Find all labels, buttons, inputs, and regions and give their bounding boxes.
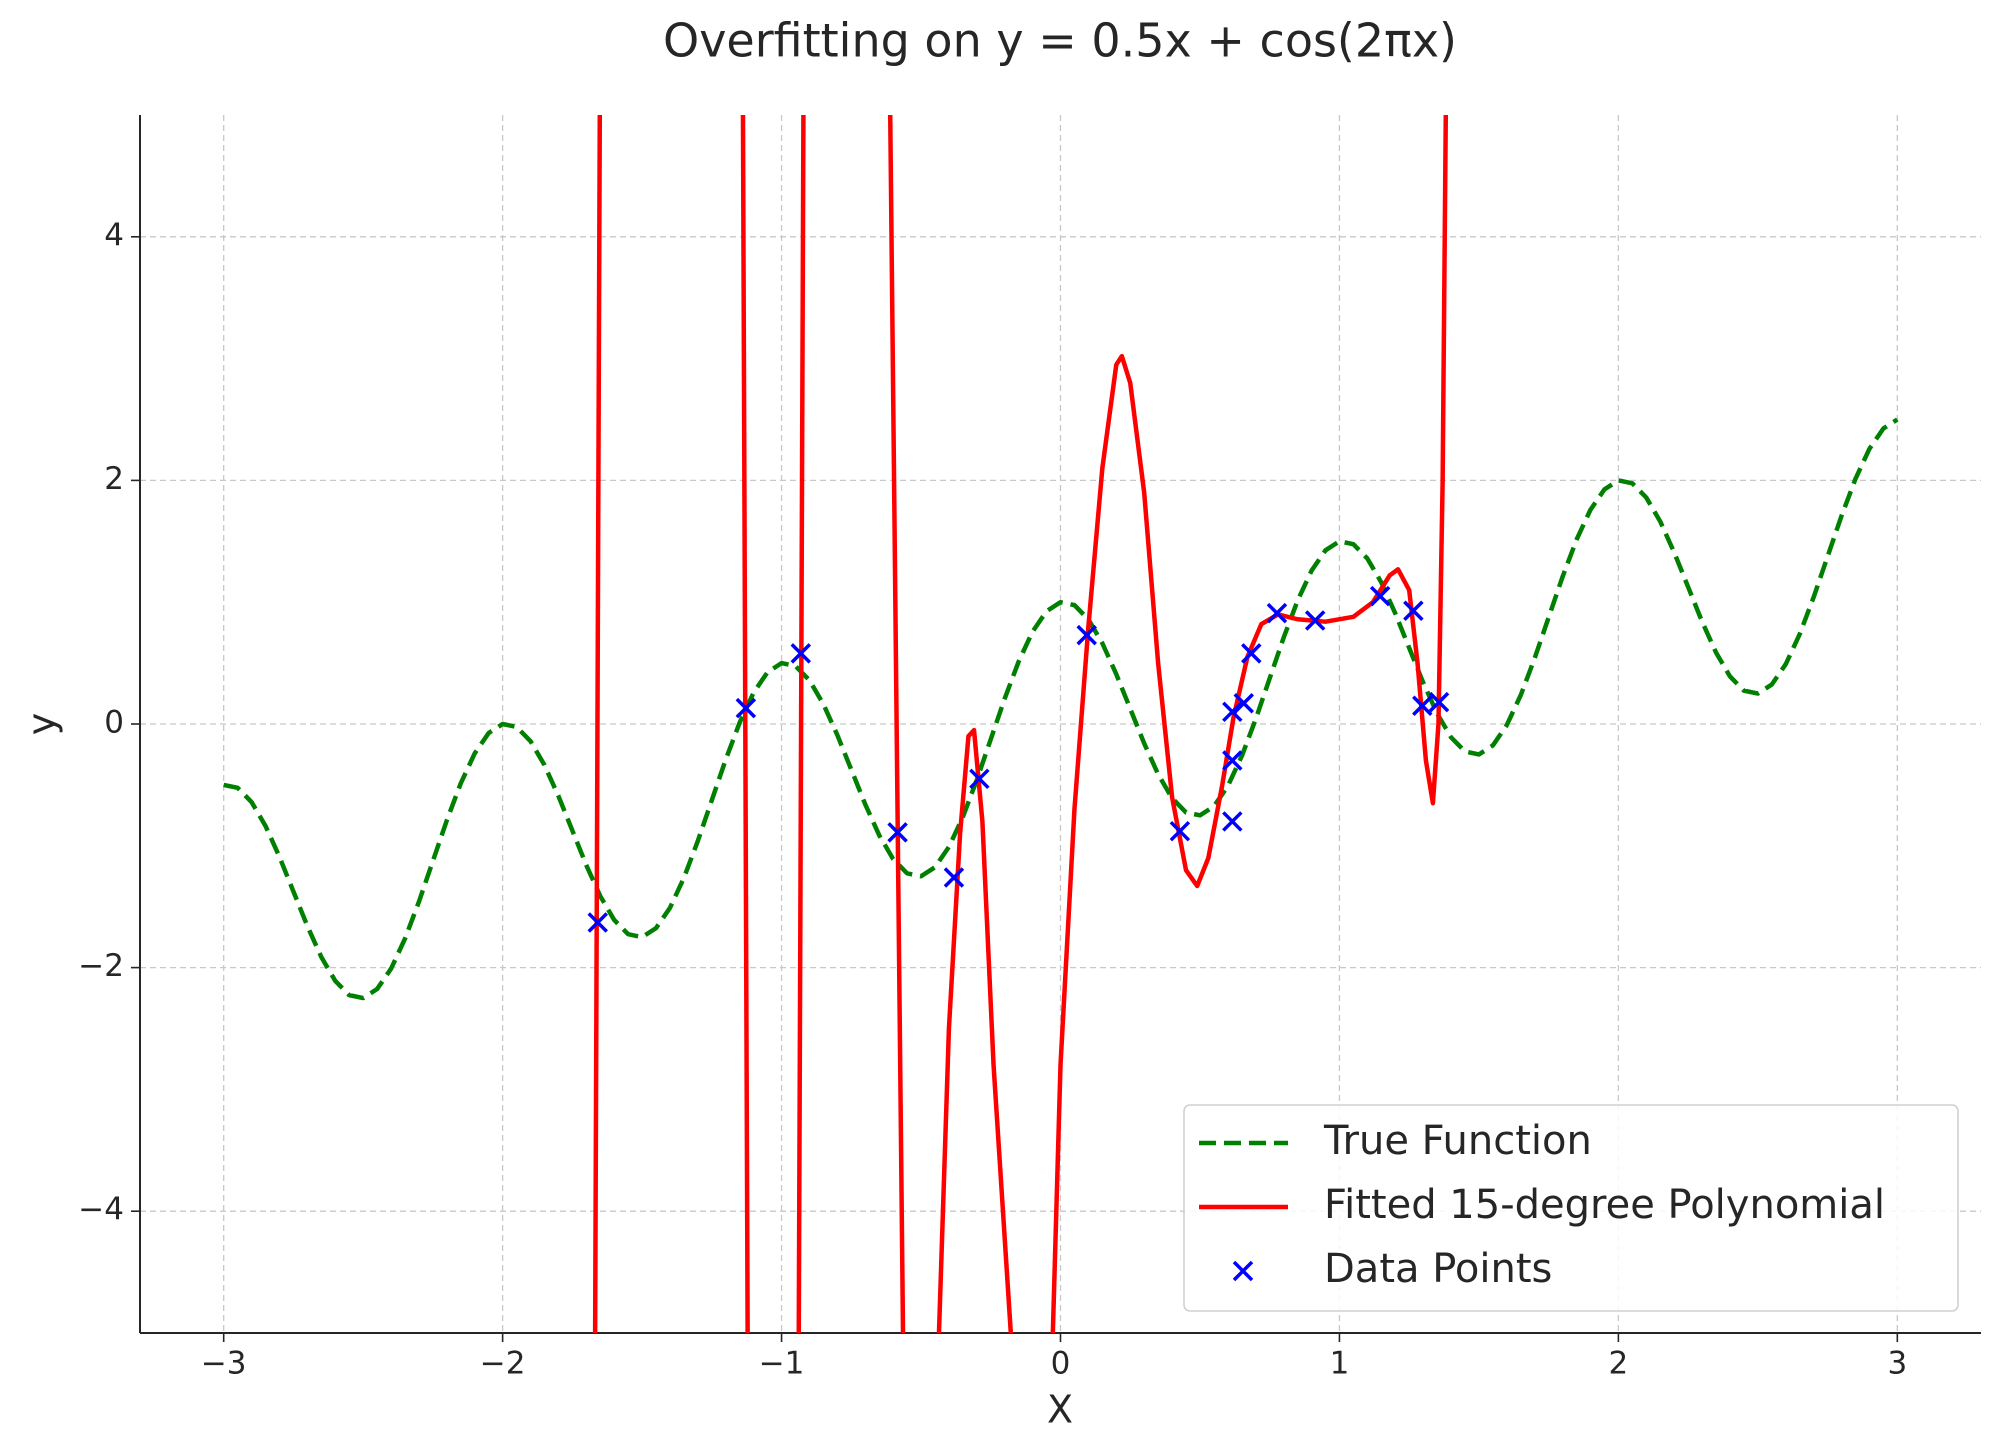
data-point <box>1412 695 1433 716</box>
data-point <box>1369 585 1391 607</box>
data-point <box>1304 610 1326 631</box>
data-point <box>1233 693 1254 714</box>
data-point <box>1222 750 1243 771</box>
series-line <box>592 115 1449 1333</box>
data-point <box>1403 600 1424 621</box>
data-point <box>887 822 908 843</box>
legend-label: True Function <box>1323 1118 1592 1164</box>
data-point <box>1232 1260 1254 1282</box>
data-point <box>969 768 990 790</box>
data-point <box>790 643 812 664</box>
data-point <box>1241 643 1262 664</box>
data-point <box>1266 602 1288 624</box>
legend-label: Fitted 15-degree Polynomial <box>1324 1182 1885 1228</box>
x-tick-label: −2 <box>480 1346 526 1382</box>
legend-label: Data Points <box>1324 1246 1552 1292</box>
y-tick-label: 0 <box>104 705 124 741</box>
x-tick-label: 2 <box>1609 1346 1629 1382</box>
y-tick-label: −4 <box>78 1192 124 1228</box>
data-point <box>735 697 757 719</box>
x-tick-label: −3 <box>201 1346 247 1382</box>
y-tick-label: 4 <box>104 217 124 253</box>
y-tick-label: 2 <box>104 461 124 497</box>
data-point <box>943 867 965 888</box>
x-axis-label: X <box>1047 1388 1073 1432</box>
data-point <box>1169 820 1191 842</box>
data-point <box>1428 691 1450 713</box>
series-line <box>223 417 1899 1001</box>
plot-area <box>223 115 1899 1333</box>
data-point <box>1222 811 1243 832</box>
chart-title: Overfitting on y = 0.5x + cos(2πx) <box>663 14 1457 68</box>
x-tick-label: 3 <box>1887 1346 1907 1382</box>
x-tick-label: −1 <box>759 1346 805 1382</box>
data-point <box>587 912 608 933</box>
legend-box <box>1183 1104 1959 1312</box>
data-point <box>1076 624 1097 646</box>
x-tick-label: 1 <box>1330 1346 1350 1382</box>
y-axis-label: y <box>20 713 64 736</box>
data-point <box>1222 701 1243 723</box>
x-tick-label: 0 <box>1051 1346 1071 1382</box>
y-tick-label: −2 <box>78 948 124 984</box>
